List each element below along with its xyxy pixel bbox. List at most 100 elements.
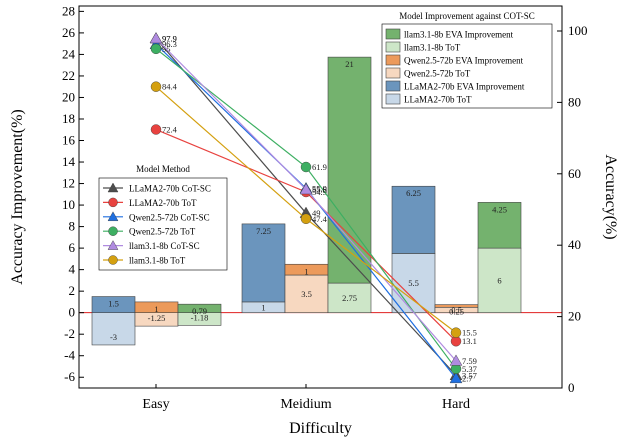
point-label-1-2: 13.1 <box>462 336 477 346</box>
y-axis-right-title: Accuracy(%) <box>602 154 619 239</box>
bars-layer: -31.5 17.255.56.25-1.2513.510.50.25-1.180… <box>91 56 522 346</box>
bar-label-tot: -1.18 <box>191 312 209 322</box>
bar-label-tot: 0.5 <box>451 305 462 315</box>
bar-label-eva: 0.79 <box>192 306 207 316</box>
bar-label-eva: 1 <box>304 266 308 276</box>
line-legend-marker <box>107 240 119 250</box>
x-tick-label: Easy <box>142 397 169 412</box>
point-label-2-1: 55.9 <box>312 183 327 193</box>
bar-llam3-1-8b-eva-1 <box>327 56 372 284</box>
y-left-tick-label: 24 <box>62 46 76 61</box>
bar-qwen2-5-72b-tot-1 <box>284 274 329 313</box>
point-4-0 <box>149 32 163 44</box>
point-label-2-0: 96.3 <box>162 39 177 49</box>
bar-label-tot: 3.5 <box>301 289 312 299</box>
point-2-2 <box>449 371 463 384</box>
bar-label-eva: 1.5 <box>108 299 119 309</box>
y-left-tick-label: 0 <box>69 305 76 320</box>
y-axis-left-title: Accuracy Improvement(%) <box>9 109 26 284</box>
bar-legend-label: LLaMA2-70b EVA Improvement <box>404 82 525 92</box>
y-left-tick-label: -2 <box>64 326 75 341</box>
line-legend-marker <box>108 197 118 208</box>
point-5-2 <box>450 327 462 338</box>
y-left-tick-label: 16 <box>62 133 76 148</box>
bar-llama2-70b-eva-2 <box>391 185 436 254</box>
y-left-tick-label: 6 <box>69 240 76 255</box>
bar-label-eva: 21 <box>345 59 354 69</box>
line-legend-label: Qwen2.5-72b CoT-SC <box>129 212 210 222</box>
bar-label-tot: 2.75 <box>342 293 357 303</box>
point-label-1-0: 72.4 <box>162 125 178 135</box>
bar-llama2-70b-tot-0 <box>91 312 136 346</box>
point-label-4-1: 55.6 <box>312 185 327 195</box>
bar-legend-label: llam3.1-8b EVA Improvement <box>404 30 514 40</box>
bar-legend: Model Improvement against COT-SC llam3.1-… <box>381 11 553 109</box>
bar-label-tot: 1 <box>261 302 265 312</box>
point-5-0 <box>150 81 162 92</box>
plot-frame <box>78 5 563 389</box>
point-label-4-0: 97.9 <box>162 33 177 43</box>
y-right-tick-label: 0 <box>568 380 575 395</box>
y-right-tick-label: 20 <box>568 309 581 324</box>
bar-llama2-70b-tot-2 <box>391 253 436 313</box>
y-left-tick-label: 26 <box>62 25 76 40</box>
y-left-tick-label: 4 <box>69 262 76 277</box>
point-label-0-2: 3.57 <box>462 370 477 380</box>
y-right-tick-label: 60 <box>568 166 581 181</box>
bar-label-tot: 6 <box>497 275 501 285</box>
bar-llam3-1-8b-eva-0 <box>177 303 222 313</box>
y-left-tick-label: 20 <box>62 89 75 104</box>
bar-label-tot: -3 <box>110 332 117 342</box>
y-right-tick-label: 40 <box>568 237 581 252</box>
point-label-0-0: 97.9 <box>162 33 177 43</box>
bar-llam3-1-8b-tot-1 <box>327 282 372 313</box>
line-legend-title: Model Method <box>136 164 190 174</box>
y-left-tick-label: 22 <box>62 68 75 83</box>
point-4-1 <box>299 183 313 195</box>
y-left-tick-label: 28 <box>62 3 75 18</box>
bar-legend-label: Qwen2.5-72b EVA Improvement <box>404 56 524 66</box>
line-legend-marker <box>108 226 118 236</box>
point-label-3-1: 61.9 <box>312 162 327 172</box>
point-label-2-2: 2.7 <box>462 373 473 383</box>
y-left-tick-label: 12 <box>62 176 75 191</box>
bar-legend-swatch <box>385 67 401 79</box>
y-left-tick-label: -4 <box>64 348 75 363</box>
point-label-5-0: 84.4 <box>162 82 178 92</box>
y-right-tick-label: 100 <box>568 23 588 38</box>
x-axis-title: Difficulty <box>289 420 352 437</box>
bar-legend-title: Model Improvement against COT-SC <box>399 11 534 21</box>
y-left-tick-label: 2 <box>69 283 76 298</box>
line-legend-label: llam3.1-8b ToT <box>129 256 186 266</box>
line-legend-marker <box>107 211 119 222</box>
bar-label-eva: 6.25 <box>406 188 421 198</box>
line-legend-marker <box>108 255 118 265</box>
y-right-tick-label: 80 <box>568 94 581 109</box>
bar-legend-swatch <box>385 80 401 92</box>
point-label-0-1: 49 <box>312 208 321 218</box>
line-legend-label: LLaMA2-70b CoT-SC <box>129 184 211 194</box>
point-label-3-2: 5.37 <box>462 364 477 374</box>
bar-legend-swatch <box>385 93 401 105</box>
point-label-1-1: 54.9 <box>312 187 327 197</box>
point-3-1 <box>300 161 312 173</box>
y-left-tick-label: 14 <box>62 154 76 169</box>
point-4-2 <box>449 354 463 366</box>
bar-legend-swatch <box>385 54 401 66</box>
line-legend-box <box>98 177 228 271</box>
line-legend-label: Qwen2.5-72b ToT <box>129 227 196 237</box>
point-3-0 <box>150 43 162 55</box>
y-left-tick-label: 18 <box>62 111 75 126</box>
point-label-5-2: 15.5 <box>462 328 477 338</box>
plot-border <box>78 5 563 389</box>
line-legend-label: llam3.1-8b CoT-SC <box>129 241 200 251</box>
bar-llam3-1-8b-tot-2 <box>477 247 522 313</box>
bar-label-eva: 4.25 <box>492 204 507 214</box>
bar-label-eva: 7.25 <box>256 226 271 236</box>
bar-llam3-1-8b-eva-2 <box>477 202 522 249</box>
y-left-tick-label: 8 <box>69 219 76 234</box>
line-legend-marker <box>107 182 119 193</box>
y-left-tick-label: 10 <box>62 197 75 212</box>
